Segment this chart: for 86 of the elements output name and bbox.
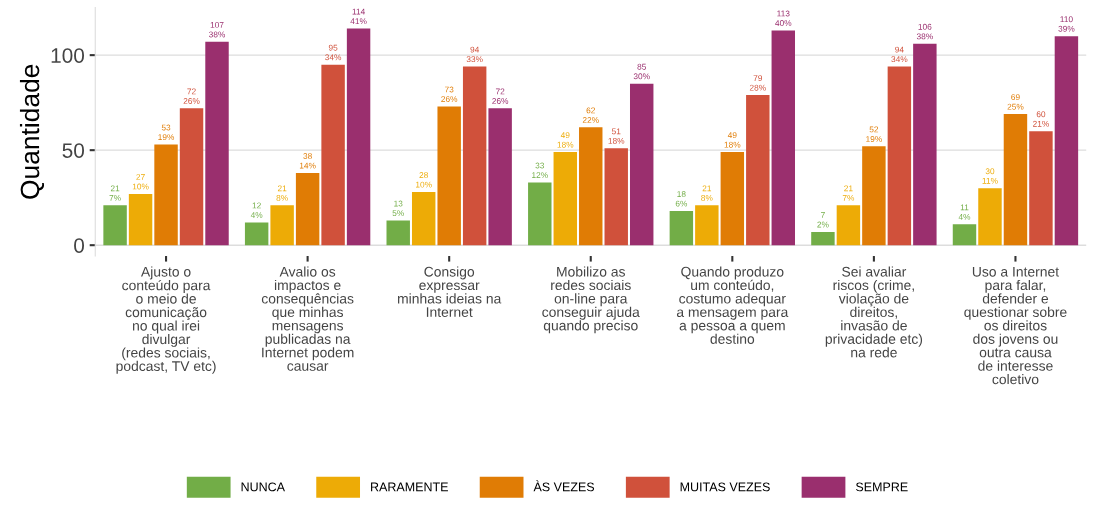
data-label: 30 11% [982, 168, 998, 184]
data-label: 72 26% [492, 88, 509, 104]
data-label: 52 19% [866, 126, 882, 142]
bar [1029, 131, 1053, 246]
data-label: 18 6% [675, 191, 688, 207]
y-tick-label: 100 [51, 48, 85, 63]
data-label: 62 22% [582, 107, 599, 123]
data-label: 38 14% [299, 153, 316, 169]
bar [528, 182, 552, 246]
bar [887, 66, 912, 246]
data-label: 51 18% [608, 128, 625, 144]
bar [488, 108, 512, 246]
data-label: 13 5% [392, 200, 404, 217]
data-label: 28 10% [416, 172, 432, 188]
data-label: 94 33% [466, 46, 483, 63]
data-label: 12 4% [250, 202, 263, 218]
bar [579, 127, 603, 246]
y-tick-label: 0 [74, 238, 85, 253]
data-label: 95 34% [325, 44, 342, 61]
y-axis-title: Quantidade [19, 64, 45, 199]
bar [862, 146, 886, 246]
legend-label: RARAMENTE [371, 482, 448, 492]
bar [205, 41, 229, 246]
bar [746, 95, 770, 246]
data-label: 113 40% [775, 10, 792, 27]
category-label: Uso a Internet para falar, defender e questionar sobre os direitos dos jovens ou outra causa de interesse coletivo [964, 266, 1067, 385]
bar [811, 231, 835, 246]
bar [103, 205, 127, 246]
x-tick-label: Sei avaliar riscos (crime, violação de direitos, invasão de privacidade etc) na rede [825, 266, 923, 358]
legend-label: MUITAS VEZES [680, 482, 770, 492]
bar [270, 205, 294, 246]
data-label: 7 2% [817, 212, 829, 228]
data-label: 53 19% [158, 124, 175, 141]
data-label: 33 12% [532, 162, 548, 179]
bar [720, 152, 745, 246]
bar [978, 188, 1002, 246]
data-label: 49 18% [557, 132, 574, 148]
bar [411, 191, 436, 246]
data-label: 21 8% [701, 185, 713, 201]
data-label: 73 26% [441, 86, 458, 103]
bar [244, 222, 269, 246]
bar [913, 43, 937, 246]
data-label: 107 38% [208, 21, 226, 38]
bar [604, 148, 628, 246]
data-label: 60 21% [1033, 111, 1049, 127]
bar [154, 144, 178, 246]
y-tick-label: 50 [62, 143, 85, 158]
bar [695, 205, 719, 246]
legend-label: NUNCA [241, 482, 285, 492]
bar [771, 30, 796, 246]
data-label: 21 7% [109, 185, 121, 201]
bar [437, 106, 461, 246]
data-label: 11 4% [958, 204, 971, 220]
bar [553, 152, 577, 246]
x-tick-label: Ajusto o conteúdo para o meio de comunicação no qual irei divulgar (redes sociais, podcast, TV etc) [116, 266, 216, 374]
data-label: 85 30% [633, 63, 650, 80]
data-label: 49 18% [724, 132, 741, 148]
bar [128, 193, 153, 246]
bar [321, 64, 345, 246]
legend-label: ÀS VEZES [533, 480, 595, 492]
bar [836, 205, 861, 246]
data-label: 106 38% [916, 23, 933, 40]
bar [952, 224, 977, 246]
bar [386, 220, 410, 246]
data-label: 94 34% [891, 46, 908, 63]
x-tick-label: Avalio os impactos e consequências que minhas mensagens publicadas na Internet podem causar [261, 266, 354, 371]
bar [669, 210, 694, 246]
bar [1054, 36, 1079, 246]
bar [630, 83, 654, 246]
x-tick-label: Consigo expressar minhas ideias na Internet [398, 266, 502, 317]
bar [346, 28, 371, 246]
x-tick-label: Mobilizo as redes sociais on-line para conseguir ajuda quando preciso [542, 266, 640, 334]
data-label: 21 8% [276, 185, 288, 201]
data-label: 21 7% [842, 185, 855, 201]
bar [179, 108, 204, 246]
data-label: 114 41% [350, 8, 367, 25]
bar [295, 172, 320, 246]
bar [1003, 114, 1028, 246]
legend-label: SEMPRE [855, 482, 908, 492]
data-label: 110 39% [1058, 16, 1075, 32]
x-tick-label: Quando produzo um conteúdo, costumo adequar a mensagem para a pessoa a quem destino [676, 266, 789, 344]
data-label: 27 10% [132, 173, 149, 190]
data-label: 72 26% [183, 88, 200, 104]
data-label: 79 28% [749, 75, 766, 91]
bar [462, 66, 487, 246]
data-label: 69 25% [1007, 94, 1024, 110]
